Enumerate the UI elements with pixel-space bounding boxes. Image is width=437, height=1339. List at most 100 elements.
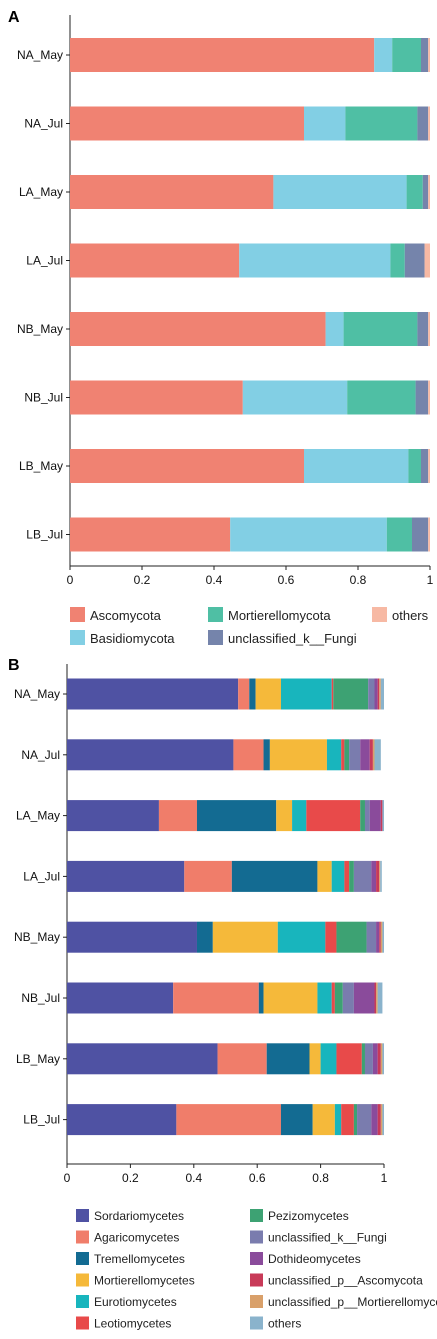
y-tick-label-nb-may: NB_May xyxy=(17,322,63,336)
bar-segment-la-may-dothideomycetes xyxy=(369,800,381,832)
bar-segment-la-may-unclassified-k-fungi xyxy=(422,175,429,209)
bar-segment-na-jul-others xyxy=(428,106,430,141)
y-tick-label-na-may: NA_May xyxy=(14,687,60,701)
legend-label-mortierellomycetes: Mortierellomycetes xyxy=(94,1274,195,1288)
bar-segment-na-may-unclassified-p-ascomycota xyxy=(377,678,380,710)
bar-segment-nb-jul-mortierellomycota xyxy=(347,380,416,415)
bar-segment-nb-may-leotiomycetes xyxy=(325,921,337,953)
x-tick-label: 0.2 xyxy=(122,1171,139,1185)
bar-segment-lb-jul-dothideomycetes xyxy=(371,1104,378,1136)
bar-segment-nb-may-unclassified-p-mortierellomycota xyxy=(380,921,383,953)
legend-swatch-ascomycota xyxy=(70,607,85,622)
bar-segment-la-jul-leotiomycetes xyxy=(344,860,350,892)
legend-label-mortierellomycota: Mortierellomycota xyxy=(228,608,331,623)
panel-b-legend: Sordariomycetes Agaricomycetes Tremellomyc… xyxy=(76,1209,437,1331)
bar-segment-lb-jul-basidiomycota xyxy=(230,517,387,552)
bar-segment-lb-jul-eurotiomycetes xyxy=(334,1104,342,1136)
bar-segment-na-jul-mortierellomycota xyxy=(345,106,418,141)
bar-segment-na-jul-basidiomycota xyxy=(304,106,346,141)
bar-segment-na-may-tremellomycetes xyxy=(249,678,256,710)
legend-label-basidiomycota: Basidiomycota xyxy=(90,631,175,646)
legend-label-ascomycota: Ascomycota xyxy=(90,608,162,623)
legend-label-others: others xyxy=(392,608,429,623)
bar-segment-la-may-tremellomycetes xyxy=(196,800,277,832)
bar-segment-na-may-mortierellomycota xyxy=(392,38,421,72)
bar-segment-nb-may-pezizomycetes xyxy=(336,921,367,953)
bar-segment-la-may-eurotiomycetes xyxy=(292,800,307,832)
bar-segment-nb-may-eurotiomycetes xyxy=(277,921,326,953)
y-tick-label-lb-may: LB_May xyxy=(19,459,63,473)
bar-segment-la-jul-eurotiomycetes xyxy=(331,860,345,892)
bar-segment-la-jul-unclassified-p-ascomycota xyxy=(376,860,380,892)
bar-segment-nb-may-mortierellomycetes xyxy=(212,921,278,953)
bar-segment-na-may-others xyxy=(428,38,430,72)
bar-segment-nb-may-others xyxy=(428,312,430,346)
bar-segment-la-may-sordariomycetes xyxy=(67,800,159,832)
bar-segment-na-jul-agaricomycetes xyxy=(233,739,264,771)
bar-segment-lb-jul-mortierellomycetes xyxy=(312,1104,335,1136)
y-tick-label-la-may: LA_May xyxy=(16,809,60,823)
bar-segment-lb-may-unclassified-p-ascomycota xyxy=(377,1043,381,1075)
bar-segment-na-jul-pezizomycetes xyxy=(344,739,350,771)
bar-segment-na-may-eurotiomycetes xyxy=(280,678,332,710)
bar-segment-na-jul-ascomycota xyxy=(70,106,304,141)
bar-segment-na-may-mortierellomycetes xyxy=(255,678,281,710)
bar-segment-lb-jul-leotiomycetes xyxy=(341,1104,354,1136)
bar-segment-na-jul-unclassified-p-mortierellomycota xyxy=(372,739,375,771)
bar-segment-nb-jul-dothideomycetes xyxy=(353,982,375,1014)
bar-segment-lb-may-ascomycota xyxy=(70,449,304,483)
bar-segment-lb-jul-agaricomycetes xyxy=(176,1104,281,1136)
panel-b-chart: NA_May NA_Jul LA_May LA_Jul NB_May NB_Jul LB_M… xyxy=(14,664,388,1185)
bar-segment-lb-jul-ascomycota xyxy=(70,517,231,552)
bar-segment-nb-jul-unclassified-k-fungi xyxy=(342,982,354,1014)
legend-swatch-unclassified-k-fungi xyxy=(250,1230,263,1244)
x-tick-label: 0.4 xyxy=(185,1171,202,1185)
x-tick-label: 1 xyxy=(427,573,434,587)
bar-segment-la-jul-pezizomycetes xyxy=(349,860,354,892)
bar-segment-la-may-agaricomycetes xyxy=(158,800,197,832)
bar-segment-la-may-mortierellomycota xyxy=(406,175,423,209)
bar-segment-lb-jul-tremellomycetes xyxy=(280,1104,313,1136)
bar-segment-nb-may-tremellomycetes xyxy=(196,921,213,953)
bar-segment-la-jul-unclassified-p-mortierellomycota xyxy=(379,860,381,892)
legend-label-tremellomycetes: Tremellomycetes xyxy=(94,1252,185,1266)
legend-label-sordariomycetes: Sordariomycetes xyxy=(94,1209,184,1223)
x-tick-label: 0.4 xyxy=(206,573,223,587)
y-tick-label-nb-jul: NB_Jul xyxy=(21,991,60,1005)
bar-segment-lb-jul-unclassified-k-fungi xyxy=(412,517,429,552)
bar-segment-nb-jul-ascomycota xyxy=(70,380,243,415)
bar-segment-nb-jul-leotiomycetes xyxy=(331,982,335,1014)
y-tick-label-la-may: LA_May xyxy=(19,185,63,199)
bar-segment-lb-jul-sordariomycetes xyxy=(67,1104,177,1136)
bar-segment-na-may-basidiomycota xyxy=(374,38,393,72)
bar-segment-la-jul-agaricomycetes xyxy=(184,860,232,892)
legend-label-unclassified-p-ascomycota: unclassified_p__Ascomycota xyxy=(268,1274,423,1288)
bar-segment-la-may-others xyxy=(428,175,430,209)
panel-a-chart: NA_May NA_Jul LA_May LA_Jul NB_May NB_Jul LB_M… xyxy=(17,15,434,587)
bar-segment-lb-jul-others xyxy=(382,1104,384,1136)
x-tick-label: 0.8 xyxy=(312,1171,329,1185)
bar-segment-lb-may-eurotiomycetes xyxy=(320,1043,337,1075)
bar-segment-la-jul-mortierellomycetes xyxy=(317,860,332,892)
bar-segment-lb-may-mortierellomycota xyxy=(408,449,421,483)
bar-segment-na-jul-unclassified-p-ascomycota xyxy=(369,739,373,771)
bar-segment-nb-jul-agaricomycetes xyxy=(173,982,259,1014)
legend-swatch-leotiomycetes xyxy=(76,1316,89,1330)
bar-segment-nb-may-ascomycota xyxy=(70,312,326,346)
bar-segment-la-jul-unclassified-k-fungi xyxy=(353,860,372,892)
bar-segment-la-may-unclassified-p-ascomycota xyxy=(380,800,383,832)
bar-segment-la-jul-unclassified-k-fungi xyxy=(404,243,425,278)
panel-b-letter: B xyxy=(8,657,20,674)
bar-segment-lb-jul-unclassified-p-ascomycota xyxy=(377,1104,381,1136)
y-tick-label-lb-jul: LB_Jul xyxy=(26,528,63,542)
legend-label-dothideomycetes: Dothideomycetes xyxy=(268,1252,361,1266)
bar-segment-lb-jul-mortierellomycota xyxy=(386,517,412,552)
bar-segment-na-jul-leotiomycetes xyxy=(341,739,345,771)
bar-segment-la-jul-others xyxy=(380,860,382,892)
bar-segment-na-may-sordariomycetes xyxy=(67,678,239,710)
bar-segment-na-jul-dothideomycetes xyxy=(360,739,370,771)
bar-segment-la-jul-ascomycota xyxy=(70,243,240,278)
bar-segment-na-jul-tremellomycetes xyxy=(263,739,270,771)
bar-segment-nb-jul-basidiomycota xyxy=(242,380,348,415)
legend-label-leotiomycetes: Leotiomycetes xyxy=(94,1317,171,1331)
